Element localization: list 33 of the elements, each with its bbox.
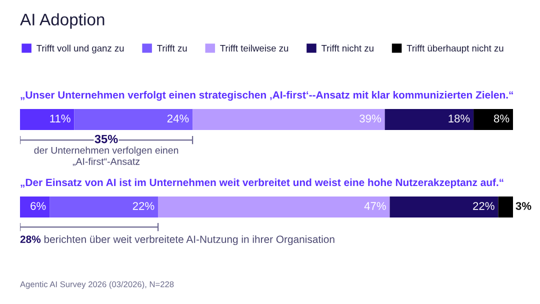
data-label: 3% bbox=[516, 202, 532, 210]
data-label: 39% bbox=[360, 114, 381, 122]
legend-label: Trifft überhaupt nicht zu bbox=[406, 44, 504, 54]
y-tick-label: „Der Einsatz von AI ist im Unternehmen weit verbreitet und weist eine hohe Nutzerakzeptanz auf.“ bbox=[20, 178, 504, 188]
bar bbox=[474, 108, 513, 130]
data-label: 47% bbox=[364, 202, 386, 210]
bar bbox=[192, 108, 385, 130]
bar bbox=[50, 196, 158, 218]
data-label: 22% bbox=[132, 202, 154, 210]
bar bbox=[158, 196, 390, 218]
text: 28% bbox=[20, 236, 41, 243]
bar bbox=[20, 108, 74, 130]
legend-label: Trifft voll und ganz zu bbox=[36, 44, 124, 54]
legend-label: Trifft zu bbox=[157, 44, 187, 52]
bar bbox=[384, 108, 474, 130]
bar bbox=[74, 108, 193, 130]
annotation: 35% bbox=[94, 134, 118, 144]
data-label: 11% bbox=[50, 114, 70, 122]
annotation: der Unternehmen verfolgen einen „AI-first“-Ansatz bbox=[34, 146, 178, 166]
bar bbox=[498, 196, 513, 218]
data-label: 8% bbox=[494, 114, 510, 122]
data-label: 22% bbox=[473, 202, 494, 210]
bar bbox=[390, 196, 498, 218]
bar bbox=[20, 196, 50, 218]
chart-title: AI Adoption bbox=[20, 13, 104, 29]
legend-label: Trifft teilweise zu bbox=[220, 44, 288, 52]
data-label: 18% bbox=[448, 114, 470, 122]
text: Agentic AI Survey 2026 (03/2026), N=228 bbox=[20, 281, 174, 289]
data-label: 6% bbox=[30, 202, 46, 210]
data-label: 24% bbox=[167, 114, 189, 122]
legend-label: Trifft nicht zu bbox=[321, 44, 374, 52]
text: berichten über weit verbreitete AI-Nutzung in ihrer Organisation bbox=[44, 235, 334, 246]
y-tick-label: „Unser Unternehmen verfolgt einen strategischen ‚AI-first‘--Ansatz mit klar kommunizierten Zielen.“ bbox=[20, 90, 513, 101]
